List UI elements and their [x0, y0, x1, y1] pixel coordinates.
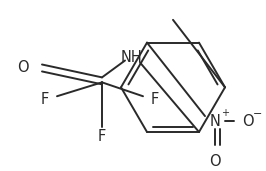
Text: O: O — [242, 114, 254, 129]
Text: F: F — [151, 92, 159, 107]
Text: O: O — [17, 60, 29, 75]
Text: F: F — [98, 129, 106, 144]
Text: +: + — [221, 108, 229, 118]
Text: N: N — [210, 114, 221, 129]
Text: −: − — [253, 109, 263, 119]
Text: F: F — [41, 92, 49, 107]
Text: NH: NH — [121, 50, 143, 65]
Text: O: O — [209, 154, 221, 169]
